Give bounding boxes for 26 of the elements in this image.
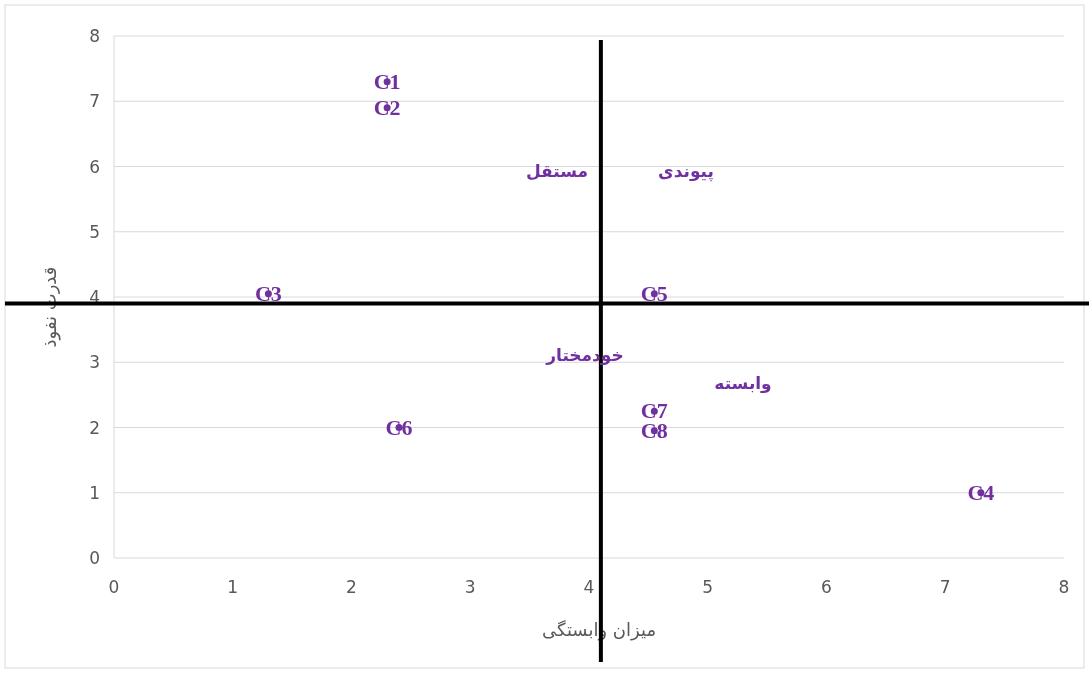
x-tick-label: 7 [939, 577, 951, 597]
series-label: C6 [385, 414, 413, 440]
x-tick-label: 8 [1058, 577, 1070, 597]
annotation: پیوندی [658, 161, 714, 182]
x-tick-label: 2 [346, 577, 357, 597]
x-tick-label: 6 [821, 577, 832, 597]
x-tick-label: 1 [227, 577, 239, 597]
y-tick-label: 5 [89, 221, 100, 242]
y-tick-label: 7 [89, 91, 100, 112]
y-tick-label: 2 [89, 417, 100, 438]
y-tick-label: 6 [89, 156, 100, 177]
series-label: C3 [254, 280, 282, 306]
series-label: C4 [967, 479, 995, 505]
x-tick-label: 5 [702, 577, 714, 597]
series-label: C2 [373, 94, 401, 120]
series-label: C5 [640, 280, 668, 306]
series-label: C1 [373, 68, 401, 94]
y-tick-label: 0 [89, 548, 100, 568]
x-tick-label: 3 [464, 577, 476, 597]
annotation: مستقل [525, 161, 589, 181]
y-tick-label: 3 [89, 352, 100, 373]
y-tick-label: 8 [89, 26, 100, 46]
y-tick-label: 1 [89, 482, 100, 503]
annotation: وابسته [714, 373, 772, 394]
x-tick-label: 4 [583, 577, 595, 597]
x-tick-label: 0 [108, 577, 120, 597]
